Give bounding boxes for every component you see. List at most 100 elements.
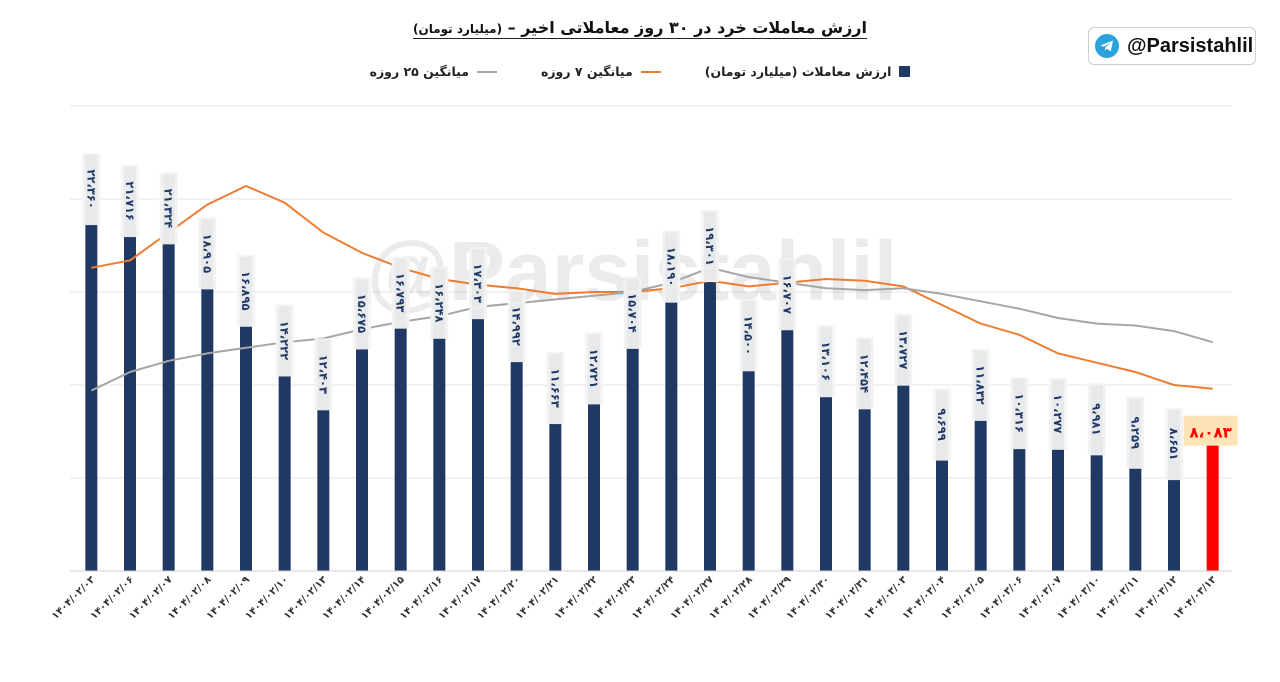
value-label: ۱۴،۲۲۲ (275, 304, 294, 377)
value-label: ۱۳،۱۰۶ (817, 325, 835, 398)
legend-item-bars: ارزش معاملات (میلیارد تومان) (705, 64, 911, 79)
value-label-text: ۱۲،۴۵۴ (858, 354, 872, 393)
value-label-bg (1165, 408, 1183, 481)
value-label-text: ۱۴،۵۰۰ (742, 316, 756, 355)
value-label-bg (855, 337, 874, 410)
chart-title: ارزش معاملات خرد در ۳۰ روز معاملاتی اخیر… (413, 18, 867, 39)
value-label-text: ۱۱،۸۳۲ (974, 365, 988, 404)
value-label-text: ۹،۲۵۹ (1128, 417, 1142, 449)
value-label: ۱۶،۷۰۷ (778, 258, 797, 331)
value-label-bg (430, 266, 449, 339)
brand-handle: @Parsistahlil (1127, 34, 1254, 57)
value-label-bg (121, 165, 139, 238)
value-label-bg (353, 277, 371, 350)
value-label-text: ۱۸،۱۹۰ (664, 247, 678, 286)
value-label: ۱۸،۹۰۵ (198, 217, 217, 290)
telegram-icon (1095, 34, 1119, 58)
value-label: ۲۲،۳۶۰ (82, 153, 101, 226)
value-label-bg (314, 338, 333, 411)
value-label-text: ۱۳،۷۲۷ (896, 330, 910, 369)
value-label: ۱۰،۲۷۷ (1049, 377, 1067, 450)
value-label-text: ۱۶،۷۹۳ (394, 273, 408, 312)
value-label: ۸،۶۵۱ (1165, 408, 1183, 481)
legend-swatch-ma25 (476, 70, 497, 73)
value-label: ۱۹،۳۰۱ (701, 210, 719, 283)
value-label-text: ۱۹،۳۰۱ (703, 226, 717, 265)
bar (124, 167, 136, 571)
value-label-bg (1010, 377, 1029, 450)
value-label-text: ۱۵،۷۰۴ (626, 293, 640, 332)
value-label-bg (739, 299, 758, 372)
value-label-bg (623, 276, 642, 349)
value-label: ۹،۲۵۹ (1126, 396, 1145, 469)
value-label-text: ۹،۶۹۹ (935, 408, 949, 440)
legend-label-ma25: میانگین ۲۵ روزه (369, 64, 469, 79)
value-label: ۱۶،۸۹۵ (237, 254, 255, 327)
x-tick-labels: ۱۴۰۴/۰۲/۰۳۱۴۰۴/۰۲/۰۶۱۴۰۴/۰۲/۰۷۱۴۰۴/۰۲/۰۸… (50, 574, 1219, 621)
bar (665, 232, 678, 571)
ma7-line (91, 185, 1213, 390)
value-label-bg (1087, 383, 1106, 456)
value-label: ۱۲،۷۲۱ (585, 332, 603, 405)
value-label-text: ۱۶،۲۴۸ (432, 283, 446, 322)
bar (201, 219, 214, 571)
value-label: ۱۶،۲۴۸ (430, 266, 449, 339)
value-label: ۱۰،۳۱۶ (1010, 377, 1029, 450)
value-label: ۱۸،۱۹۰ (662, 230, 681, 303)
value-labels: ۲۲،۳۶۰ ۲۱،۷۱۶ ۲۱،۳۲۴ ۱۸،۹۰۵ ۱۶،۸۹۵ ۱۴،۲۲۲ ۱۲،۴… (82, 153, 1238, 481)
value-label-text: ۱۷،۳۰۳ (471, 263, 485, 302)
bar (240, 256, 252, 571)
value-label-text: ۱۸،۹۰۵ (200, 234, 214, 273)
bar (162, 174, 175, 571)
brand-badge[interactable]: @Parsistahlil (1088, 27, 1256, 65)
value-label-text: ۱۳،۱۰۶ (819, 341, 833, 380)
value-label-text: ۸،۶۵۱ (1167, 428, 1181, 460)
value-label: ۱۱،۸۳۲ (971, 348, 990, 421)
legend-swatch-bars (899, 66, 911, 77)
subtitle-text: (میلیارد تومان) (413, 22, 503, 36)
line-series (90, 185, 1213, 392)
value-label: ۸،۰۸۳ (1183, 415, 1238, 446)
bar (472, 249, 484, 572)
value-label: ۱۲،۴۰۳ (314, 338, 333, 411)
bar (1013, 379, 1026, 571)
value-label: ۱۱،۶۶۳ (546, 352, 565, 425)
bar-series (85, 155, 1219, 572)
value-label-text: ۱۲،۴۰۳ (316, 355, 330, 394)
bar (781, 260, 794, 571)
value-label-text: ۸،۰۸۳ (1190, 424, 1232, 442)
value-label-bg (237, 254, 255, 327)
bar (704, 212, 716, 571)
bar (394, 258, 407, 571)
bar (626, 278, 639, 571)
legend-item-ma7: میانگین ۷ روزه (541, 64, 661, 79)
value-label: ۱۵،۷۰۴ (623, 276, 642, 349)
value-label-bg (1126, 396, 1145, 469)
title-text: ارزش معاملات خرد در ۳۰ روز معاملاتی اخیر… (507, 18, 867, 37)
value-label: ۱۴،۵۰۰ (739, 299, 758, 372)
bar (433, 268, 446, 571)
value-label-bg (546, 352, 565, 425)
value-label: ۱۵،۶۷۵ (353, 277, 371, 350)
value-label-bg (1049, 377, 1067, 450)
value-label-bg (507, 290, 526, 363)
value-label-bg (817, 325, 835, 398)
value-label-bg (1183, 415, 1238, 446)
value-label-text: ۲۲،۳۶۰ (84, 169, 98, 208)
value-label-bg (585, 332, 603, 405)
bar (356, 279, 368, 571)
value-label-text: ۱۱،۶۶۳ (548, 368, 562, 407)
value-label-text: ۱۴،۹۹۲ (510, 306, 524, 345)
value-label-text: ۱۴،۲۲۲ (278, 321, 292, 360)
value-label-text: ۱۵،۶۷۵ (355, 294, 369, 333)
legend-item-ma25: میانگین ۲۵ روزه (370, 64, 497, 79)
value-label: ۱۶،۷۹۳ (391, 256, 410, 329)
value-label-text: ۱۰،۳۱۶ (1012, 393, 1026, 432)
value-label: ۱۳،۷۲۷ (894, 313, 913, 386)
value-label-bg (198, 217, 217, 290)
value-label-bg (971, 348, 990, 421)
value-label-bg (662, 230, 681, 303)
value-label-bg (933, 388, 951, 461)
legend-label-ma7: میانگین ۷ روزه (540, 64, 633, 79)
